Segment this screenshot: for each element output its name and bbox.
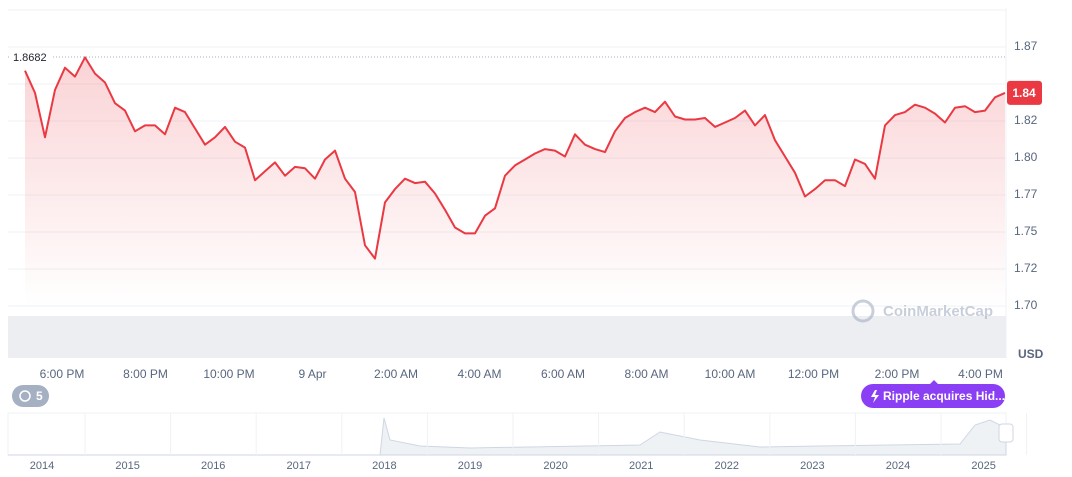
- navigator-year: 2014: [30, 460, 54, 472]
- y-tick-label: 1.87: [1014, 39, 1038, 53]
- y-tick-label: 1.82: [1014, 113, 1038, 127]
- navigator-year: 2018: [372, 460, 396, 472]
- navigator-year: 2015: [115, 460, 139, 472]
- y-tick-label: 1.77: [1014, 187, 1038, 201]
- x-tick-label: 10:00 PM: [203, 367, 254, 381]
- y-tick-label: 1.70: [1014, 298, 1038, 312]
- event-text: Ripple acquires Hid...: [883, 389, 1005, 403]
- x-tick-label: 2:00 PM: [875, 367, 920, 381]
- navigator-year: 2020: [543, 460, 567, 472]
- x-tick-label: 6:00 AM: [541, 367, 585, 381]
- navigator-year: 2022: [715, 460, 739, 472]
- event-count: 5: [36, 389, 43, 403]
- y-tick-label: 1.72: [1014, 261, 1038, 275]
- high-label-bg: [9, 48, 51, 66]
- price-line: [24, 56, 1006, 260]
- x-tick-label: 8:00 AM: [624, 367, 668, 381]
- x-tick-label: 6:00 PM: [40, 367, 85, 381]
- x-tick-label: 4:00 AM: [457, 367, 501, 381]
- area-fill: [25, 57, 1005, 306]
- navigator-year: 2016: [201, 460, 225, 472]
- navigator-year: 2024: [886, 460, 910, 472]
- navigator-year: 2025: [971, 460, 995, 472]
- brand: CoinMarketCap: [883, 303, 993, 320]
- navigator-year: 2021: [629, 460, 653, 472]
- navigator-year: 2019: [458, 460, 482, 472]
- x-tick-label: 9 Apr: [298, 367, 326, 381]
- y-tick-label: 1.80: [1014, 150, 1038, 164]
- x-tick-label: 8:00 PM: [123, 367, 168, 381]
- x-tick-label: 12:00 PM: [788, 367, 839, 381]
- navigator: [7, 412, 1014, 456]
- y-tick-label: 1.75: [1014, 224, 1038, 238]
- event-count-badge[interactable]: 5: [12, 385, 49, 407]
- volume-band: [8, 316, 1006, 358]
- navigator-year: 2017: [287, 460, 311, 472]
- currency-label: USD: [1018, 347, 1044, 361]
- x-tick-label: 4:00 PM: [958, 367, 1003, 381]
- current-price-badge: [1007, 80, 1042, 105]
- x-tick-label: 2:00 AM: [374, 367, 418, 381]
- event-badge[interactable]: Ripple acquires Hid...: [861, 380, 1005, 408]
- current-price: 1.84: [1012, 86, 1036, 100]
- x-tick-label: 10:00 AM: [705, 367, 756, 381]
- navigator-year: 2023: [800, 460, 824, 472]
- high-label: 1.8682: [13, 52, 47, 64]
